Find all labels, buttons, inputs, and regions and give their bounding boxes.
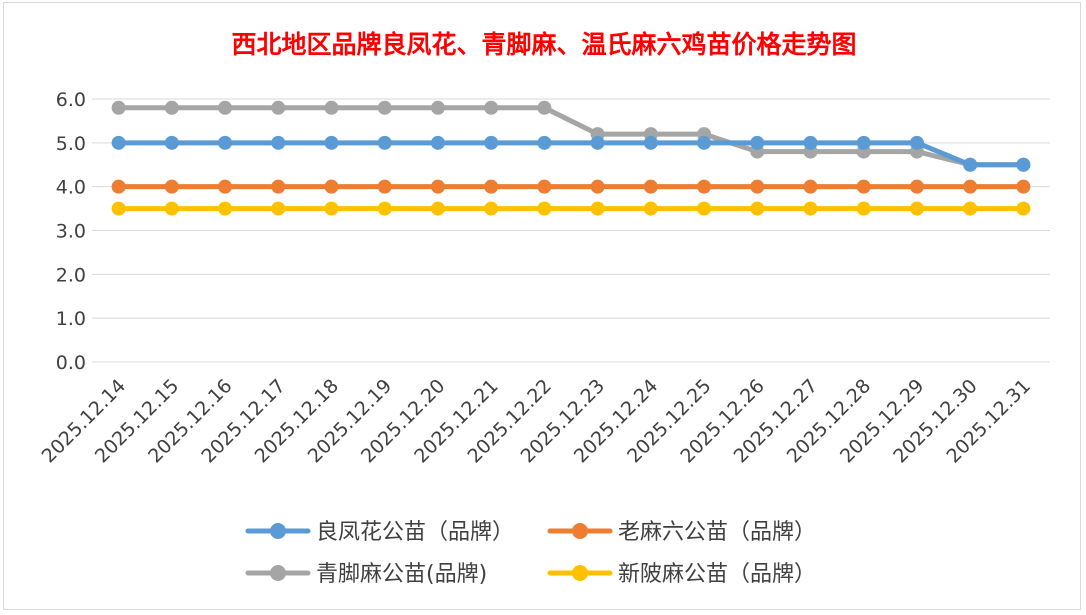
data-point xyxy=(963,157,978,172)
data-point xyxy=(111,135,126,150)
data-point xyxy=(537,179,552,194)
data-point xyxy=(537,100,552,115)
data-point xyxy=(324,100,339,115)
data-point xyxy=(590,179,605,194)
data-point xyxy=(643,201,658,216)
data-point xyxy=(590,135,605,150)
data-point xyxy=(856,201,871,216)
line-chart: 西北地区品牌良凤花、青脚麻、温氏麻六鸡苗价格走势图 0.0 1.0 2.0 3.0 4.… xyxy=(38,30,1050,587)
data-point xyxy=(484,201,499,216)
data-point xyxy=(164,135,179,150)
legend-label: 良凤花公苗（品牌） xyxy=(316,520,514,545)
series-1 xyxy=(111,179,1031,194)
series-0 xyxy=(111,135,1031,172)
series-line xyxy=(116,105,1026,168)
y-tick-label: 6.0 xyxy=(56,89,86,111)
data-point xyxy=(377,100,392,115)
data-point xyxy=(164,201,179,216)
data-point xyxy=(643,179,658,194)
data-point xyxy=(111,100,126,115)
data-point xyxy=(377,135,392,150)
data-point xyxy=(856,179,871,194)
x-axis: 2025.12.142025.12.152025.12.162025.12.17… xyxy=(38,375,1035,467)
data-point xyxy=(377,201,392,216)
legend-entry: 老麻六公苗（品牌） xyxy=(547,520,816,545)
data-point xyxy=(803,179,818,194)
y-tick-label: 3.0 xyxy=(56,221,86,243)
data-point xyxy=(909,179,924,194)
data-point xyxy=(537,201,552,216)
data-point xyxy=(697,179,712,194)
chart-title: 西北地区品牌良凤花、青脚麻、温氏麻六鸡苗价格走势图 xyxy=(231,30,856,59)
data-point xyxy=(803,135,818,150)
legend-marker xyxy=(270,565,286,581)
series-3 xyxy=(111,201,1031,216)
data-point xyxy=(963,201,978,216)
data-point xyxy=(324,179,339,194)
data-point xyxy=(111,179,126,194)
legend-entry: 新陂麻公苗（品牌） xyxy=(547,562,816,587)
data-point xyxy=(164,179,179,194)
data-point xyxy=(218,201,233,216)
legend-entry: 良凤花公苗（品牌） xyxy=(245,520,514,545)
data-point xyxy=(750,135,765,150)
data-point xyxy=(430,201,445,216)
data-point xyxy=(697,201,712,216)
data-point xyxy=(1016,157,1031,172)
y-axis: 0.0 1.0 2.0 3.0 4.0 5.0 6.0 xyxy=(56,89,86,374)
data-point xyxy=(484,100,499,115)
data-point xyxy=(484,135,499,150)
y-tick-label: 2.0 xyxy=(56,264,86,286)
data-point xyxy=(1016,201,1031,216)
data-point xyxy=(377,179,392,194)
series-2 xyxy=(111,100,1031,172)
gridlines xyxy=(92,98,1050,363)
data-point xyxy=(271,135,286,150)
legend-marker xyxy=(572,523,588,539)
data-point xyxy=(537,135,552,150)
data-point xyxy=(111,201,126,216)
data-point xyxy=(1016,179,1031,194)
data-point xyxy=(750,179,765,194)
y-tick-label: 4.0 xyxy=(56,177,86,199)
data-point xyxy=(324,135,339,150)
data-point xyxy=(697,135,712,150)
series-line xyxy=(116,140,1026,168)
legend-entry: 青脚麻公苗(品牌) xyxy=(245,562,487,587)
data-point xyxy=(218,100,233,115)
chart-frame: 西北地区品牌良凤花、青脚麻、温氏麻六鸡苗价格走势图 0.0 1.0 2.0 3.0 4.… xyxy=(3,2,1081,610)
series-layer xyxy=(111,100,1031,216)
legend-marker xyxy=(572,565,588,581)
data-point xyxy=(271,179,286,194)
data-point xyxy=(324,201,339,216)
data-point xyxy=(271,201,286,216)
legend-label: 青脚麻公苗(品牌) xyxy=(316,562,487,587)
data-point xyxy=(430,100,445,115)
legend-label: 老麻六公苗（品牌） xyxy=(618,520,816,545)
data-point xyxy=(909,135,924,150)
data-point xyxy=(590,201,605,216)
data-point xyxy=(218,135,233,150)
data-point xyxy=(271,100,286,115)
data-point xyxy=(803,201,818,216)
data-point xyxy=(750,201,765,216)
data-point xyxy=(430,135,445,150)
y-tick-label: 1.0 xyxy=(56,308,86,330)
y-tick-label: 5.0 xyxy=(56,133,86,155)
data-point xyxy=(963,179,978,194)
legend: 良凤花公苗（品牌） 老麻六公苗（品牌） 青脚麻公苗(品牌) 新陂麻公苗（品牌） xyxy=(245,520,816,587)
data-point xyxy=(643,135,658,150)
data-point xyxy=(484,179,499,194)
data-point xyxy=(164,100,179,115)
data-point xyxy=(856,135,871,150)
y-tick-label: 0.0 xyxy=(56,352,86,374)
data-point xyxy=(218,179,233,194)
legend-marker xyxy=(270,523,286,539)
data-point xyxy=(430,179,445,194)
legend-label: 新陂麻公苗（品牌） xyxy=(618,562,816,587)
data-point xyxy=(909,201,924,216)
